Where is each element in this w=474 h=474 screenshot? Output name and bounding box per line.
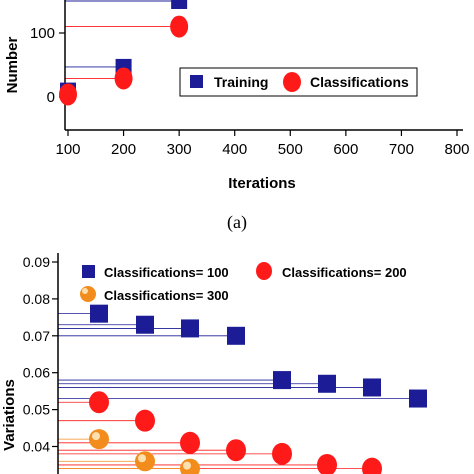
chart-b-point-class200 [272,442,292,465]
chart-b-point-class100 [409,389,427,408]
chart-b-y-tick-label: 0.06 [23,365,50,381]
chart-b-point-class100 [318,374,336,393]
chart-a-x-tick-label: 500 [278,141,303,158]
panel-caption: (a) [227,212,247,233]
chart-b-point-class100 [90,304,108,323]
chart-b-point-class200 [89,391,109,414]
chart-b-point-class300-highlight [138,454,146,463]
chart-a-point-classifications [114,67,133,90]
chart-a-x-tick-label: 200 [111,141,136,158]
chart-b-y-axis-label: Variations [1,379,18,451]
chart-a-x-tick-label: 700 [389,141,414,158]
chart-b-point-class100 [363,378,381,397]
legend-class100-marker [82,265,95,278]
chart-b-y-tick-label: 0.09 [23,254,50,270]
chart-a-point-classifications [170,15,189,38]
legend-training-label: Training [214,74,268,90]
chart-a-x-tick-label: 800 [444,141,469,158]
chart-b-point-class200 [317,453,337,474]
chart-b-y-tick-label: 0.05 [23,402,50,418]
legend-class300-marker [80,286,96,302]
legend-class200-marker [256,262,272,280]
chart-b-point-class200 [180,431,200,454]
chart-b-y-tick-label: 0.04 [23,439,50,455]
chart-a-point-training [171,0,188,9]
chart-b-legend: Classifications= 100 Classifications= 20… [80,262,407,303]
chart-a-y-axis-label: Number [4,37,21,94]
chart-a-y-tick-label: 100 [30,25,55,42]
chart-b-point-class200 [226,439,246,462]
chart-a-x-tick-label: 100 [55,141,80,158]
legend-training-marker [190,75,203,88]
chart-a-legend: Training Classifications [179,67,418,97]
legend-class100-label: Classifications= 100 [104,265,229,280]
chart-a-x-tick-label: 300 [167,141,192,158]
legend-class300-label: Classifications= 300 [104,288,229,303]
chart-b-point-class300 [89,429,109,450]
chart-b-point-class100 [136,315,154,334]
chart-a-point-classifications [59,83,77,106]
legend-class200-label: Classifications= 200 [282,265,407,280]
chart-b-y-tick-label: 0.08 [23,291,50,307]
chart-a-x-tick-label: 600 [333,141,358,158]
legend-classifications-label: Classifications [310,74,409,90]
chart-b: 0.04 0.05 0.06 0.07 0.08 0.09 Variations Clas… [1,253,427,474]
chart-b-point-class100 [227,326,245,345]
chart-a-x-tick-label: 400 [222,141,247,158]
chart-b-point-class200 [135,409,155,432]
chart-b-point-class100 [181,319,199,338]
chart-b-point-class200 [362,457,382,474]
chart-b-point-class100 [273,371,291,390]
legend-class300-highlight [82,288,88,294]
chart-a-x-axis-label: Iterations [228,175,296,192]
legend-classifications-marker [283,72,301,92]
chart-b-y-tick-label: 0.07 [23,328,50,344]
chart-a-y-tick-label: 0 [47,89,55,106]
chart-b-point-class300-highlight [183,461,191,470]
chart-a: 100 200 300 400 500 600 700 800 0 100 Number Iter… [4,0,470,192]
chart-b-point-class300 [135,451,155,472]
chart-b-point-class300-highlight [92,432,100,441]
